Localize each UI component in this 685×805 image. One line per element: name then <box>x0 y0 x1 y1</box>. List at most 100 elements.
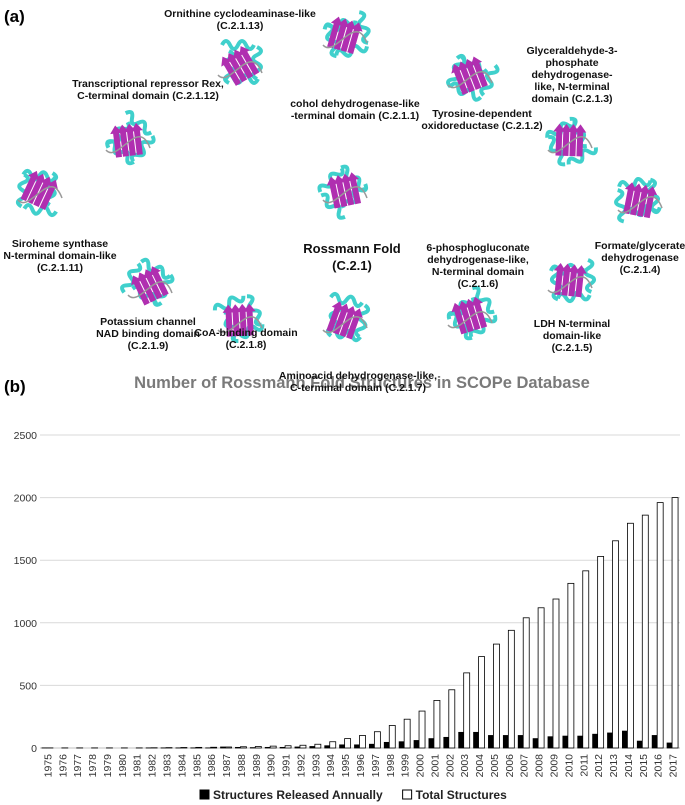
bar <box>488 735 494 749</box>
bar <box>373 731 381 749</box>
protein-structure <box>545 116 598 167</box>
helix <box>471 285 495 315</box>
x-tick-label: 1983 <box>162 754 174 778</box>
strand <box>137 272 157 303</box>
protein-structure <box>547 258 597 304</box>
structure-label: Rossmann Fold <box>303 241 401 256</box>
bar <box>577 735 583 749</box>
bar <box>428 738 434 749</box>
strand <box>347 22 363 54</box>
bar <box>547 736 553 749</box>
bar <box>383 741 390 749</box>
bar <box>210 746 218 749</box>
structure-label: (C.2.1.11) <box>37 262 83 274</box>
strand <box>347 172 362 205</box>
protein-structure <box>322 291 371 343</box>
helix <box>124 110 153 136</box>
bar <box>418 710 426 749</box>
bar <box>592 733 598 749</box>
bar <box>314 743 322 749</box>
chart-title: Number of Rossmann Fold Structures in SC… <box>134 374 590 392</box>
x-tick-label: 1994 <box>325 754 337 778</box>
x-tick-label: 1986 <box>206 754 218 778</box>
strand <box>26 173 46 205</box>
x-tick-label: 2003 <box>459 754 471 778</box>
helix <box>617 177 653 191</box>
strand <box>574 124 587 157</box>
bar <box>329 741 337 749</box>
bar <box>413 740 419 749</box>
structure-label: N-terminal domain <box>432 266 524 278</box>
bar <box>502 735 509 749</box>
protein-structure <box>217 39 263 86</box>
structure-label: (C.2.1.5) <box>552 342 593 354</box>
bar <box>656 502 664 749</box>
bar <box>354 744 360 749</box>
x-tick-label: 1997 <box>370 754 382 778</box>
helix <box>354 303 371 339</box>
structure-label: C-terminal domain (C.2.1.12) <box>77 90 219 102</box>
loop <box>322 186 368 204</box>
x-tick-label: 2011 <box>578 754 590 777</box>
legend-label: Structures Released Annually <box>213 788 383 802</box>
bar <box>294 746 300 749</box>
structure-label: Potassium channel <box>100 316 196 328</box>
helix <box>120 262 143 294</box>
strand <box>333 175 348 208</box>
y-tick-label: 500 <box>19 680 37 692</box>
structure-label: NAD binding domain <box>96 328 200 340</box>
helix <box>329 291 364 308</box>
structure-label: (C.2.1) <box>332 258 372 273</box>
x-tick-label: 2001 <box>429 754 441 778</box>
loop <box>217 61 263 79</box>
x-tick-label: 1978 <box>87 754 99 778</box>
strand <box>20 170 39 202</box>
bar <box>254 746 262 749</box>
structure-label: Siroheme synthase <box>12 238 108 250</box>
structure-label: Glyceraldehyde-3- <box>526 45 618 57</box>
x-tick-label: 2016 <box>653 754 665 778</box>
strand <box>229 304 242 337</box>
bar <box>240 746 247 749</box>
bar <box>220 746 226 749</box>
x-tick-label: 1999 <box>400 754 412 778</box>
structure-label: (C.2.1.6) <box>458 278 499 290</box>
structure-label: Aminoacid dehydrogenase-like, <box>279 370 437 382</box>
structure-label: like, N-terminal <box>534 81 609 93</box>
bar <box>180 747 188 749</box>
bar <box>433 700 441 749</box>
protein-structure <box>120 257 175 307</box>
structure-label: (C.2.1.8) <box>226 339 267 351</box>
protein-structure <box>614 177 663 224</box>
bar <box>517 735 524 749</box>
bar <box>235 746 241 749</box>
bar <box>403 718 411 749</box>
panel-label: (b) <box>4 377 26 396</box>
bar <box>339 744 345 749</box>
x-tick-label: 2002 <box>444 754 456 778</box>
x-tick-label: 1985 <box>191 754 203 778</box>
x-tick-label: 1976 <box>57 754 69 778</box>
structure-label: domain (C.2.1.3) <box>531 93 612 105</box>
bar <box>398 741 405 749</box>
bar <box>522 617 530 749</box>
structure-label: N-terminal domain-like <box>3 250 116 262</box>
bar <box>473 731 479 749</box>
structure-label: C-terminal domain (C.2.1.7) <box>290 382 426 394</box>
bar <box>641 514 649 749</box>
bar <box>562 735 568 749</box>
protein-structure <box>212 294 265 344</box>
bar <box>493 643 500 749</box>
bar <box>324 745 330 749</box>
structure-label: dehydrogenase <box>601 252 679 264</box>
bar <box>368 743 375 749</box>
strand <box>457 61 475 93</box>
bar <box>582 570 590 749</box>
legend-swatch <box>402 789 413 800</box>
strand <box>340 173 355 206</box>
loop <box>447 71 493 89</box>
helix <box>220 39 256 51</box>
x-tick-label: 1982 <box>147 754 159 778</box>
